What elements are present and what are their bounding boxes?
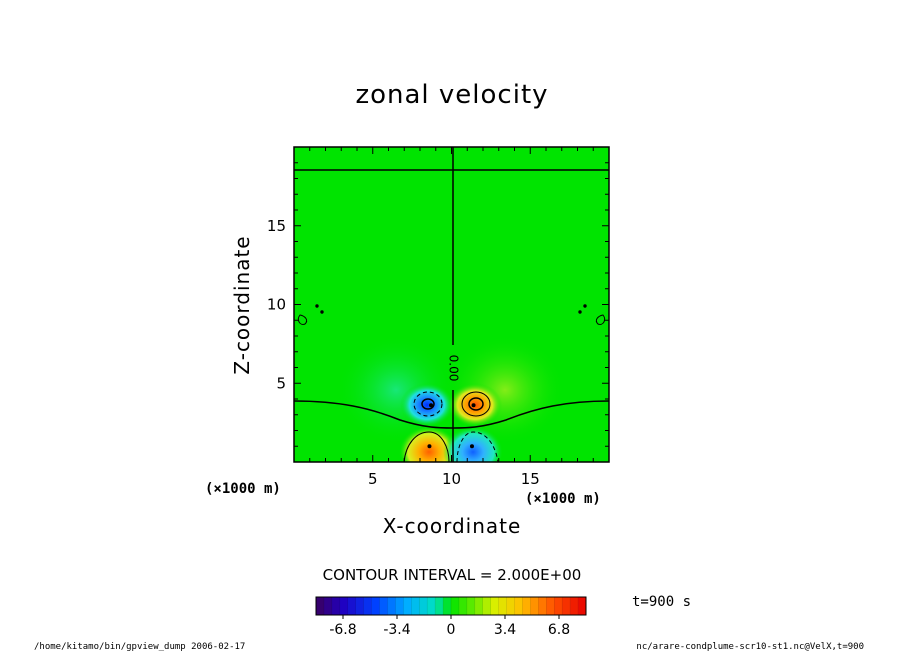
dot-left-2	[320, 310, 324, 314]
colorbar-cell	[458, 597, 468, 615]
colorbar-cell	[562, 597, 571, 615]
y-tick-label: 5	[276, 374, 286, 392]
colorbar-tick-label: 3.4	[494, 622, 516, 638]
footer-right: nc/arare-condplume-scr10-st1.nc@VelX,t=9…	[636, 642, 864, 652]
y-unit-label: (×1000 m)	[525, 491, 601, 507]
colorbar-cell	[347, 597, 357, 615]
extremum-marker	[427, 444, 432, 449]
colorbar-cell	[355, 597, 364, 615]
dot-left-1	[315, 304, 319, 308]
x-tick-label: 15	[521, 470, 540, 488]
y-tick-label: 15	[267, 217, 286, 235]
contour-pos-upper-inner	[468, 397, 484, 411]
colorbar-cell	[435, 597, 444, 615]
colorbar-cell	[546, 597, 555, 615]
colorbar-cell	[490, 597, 499, 615]
colorbar: -6.8 -3.4 0 3.4 6.8	[315, 596, 587, 638]
contour-neg-lower	[456, 431, 499, 462]
colorbar-cell	[538, 597, 547, 615]
negative-cell-upper	[400, 383, 454, 427]
contours	[294, 147, 609, 462]
colorbar-tick-label: 0	[447, 622, 456, 638]
x-tick-label: 5	[368, 470, 378, 488]
colorbar-cell	[474, 597, 484, 615]
x-axis-label: X-coordinate	[382, 514, 522, 538]
time-label: t=900 s	[632, 594, 692, 610]
x-tick-label: 10	[442, 470, 461, 488]
colorbar-cell	[419, 597, 428, 615]
extremum-marker	[429, 403, 434, 408]
colorbar-cell	[451, 597, 460, 615]
contour-interval-label: CONTOUR INTERVAL = 2.000E+00	[322, 566, 582, 584]
colorbar-cell	[443, 597, 452, 615]
y-tick-label: 10	[267, 296, 286, 314]
colorbar-cell	[395, 597, 404, 615]
zero-contour-label: 0.00	[447, 355, 461, 382]
colorbar-cell	[363, 597, 372, 615]
contour-neg-upper-inner	[421, 398, 435, 410]
colorbar-cell	[514, 597, 523, 615]
colorbar-cell	[316, 597, 325, 615]
colorbar-tick-label: 6.8	[548, 622, 570, 638]
dot-right-2	[578, 310, 582, 314]
extremum-marker	[471, 403, 476, 408]
colorbar-cell	[466, 597, 476, 615]
chart-title: zonal velocity	[355, 80, 549, 110]
colorbar-cell	[506, 597, 515, 615]
colorbar-cell	[530, 597, 539, 615]
colorbar-tick-label: -3.4	[383, 622, 410, 638]
contour-pos-upper-outer	[461, 391, 491, 417]
extremum-marker	[469, 444, 474, 449]
colorbar-cell	[522, 597, 531, 615]
dot-right-1	[583, 304, 587, 308]
x-unit-label: (×1000 m)	[205, 481, 281, 497]
colorbar-cell	[331, 597, 341, 615]
axis-ticks: 5 10 15 5 10 15	[267, 146, 610, 488]
colorbar-cell	[379, 597, 388, 615]
contour-neg-upper-outer	[413, 391, 443, 417]
contour-pos-lower	[403, 431, 450, 462]
colorbar-cell	[323, 597, 333, 615]
colorbar-cell	[427, 597, 436, 615]
zero-contour-curve	[294, 400, 609, 429]
colorbar-cell	[403, 597, 412, 615]
colorbar-cell	[339, 597, 349, 615]
small-contour-left	[297, 314, 308, 325]
colorbar-cell	[411, 597, 420, 615]
colorbar-cell	[498, 597, 507, 615]
small-contour-right	[595, 314, 606, 325]
y-axis-label: Z-coordinate	[230, 235, 254, 375]
footer-left: /home/kitamo/bin/gpview_dump 2006-02-17	[34, 642, 246, 652]
colorbar-tick-label: -6.8	[329, 622, 356, 638]
colorbar-cell	[482, 597, 492, 615]
colorbar-cell	[371, 597, 380, 615]
colorbar-cell	[578, 597, 587, 615]
colorbar-cell	[387, 597, 396, 615]
colorbar-cell	[570, 597, 579, 615]
colorbar-cell	[554, 597, 563, 615]
